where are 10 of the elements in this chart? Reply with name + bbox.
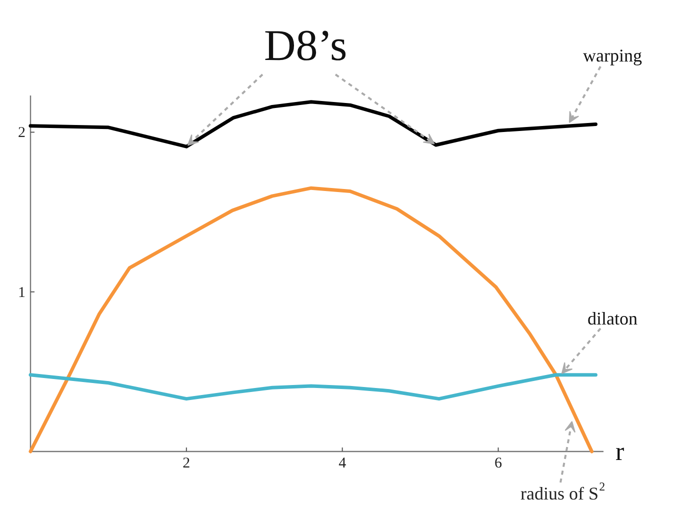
- line-series: [28, 373, 598, 401]
- x-tick-label: 6: [494, 456, 503, 472]
- line-series: [28, 100, 598, 148]
- x-axis-title: r: [616, 437, 624, 466]
- annotation: dilaton: [588, 308, 638, 328]
- annotation: D8’s: [264, 21, 348, 70]
- x-tick-label: 2: [182, 456, 190, 472]
- x-tick-label: 4: [338, 456, 347, 472]
- y-tick-label: 1: [18, 284, 26, 301]
- annotation: warping: [583, 46, 642, 66]
